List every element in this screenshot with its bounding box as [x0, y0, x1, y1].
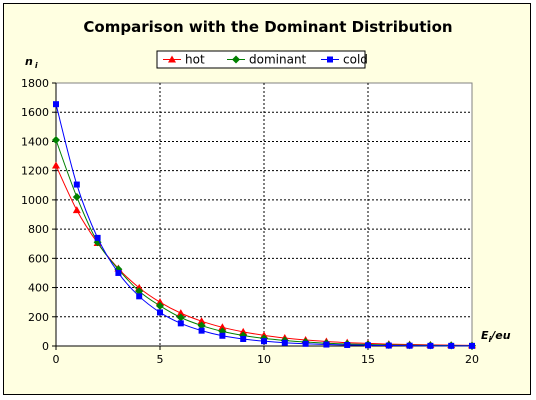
x-tick-label: 10: [257, 353, 271, 366]
y-tick-label: 0: [42, 340, 49, 353]
x-axis-label-sub: i: [489, 335, 492, 344]
data-point-dominant: [197, 321, 206, 330]
data-point-dominant: [52, 135, 60, 144]
x-tick-label: 20: [465, 353, 479, 366]
y-tick-label: 800: [28, 223, 49, 236]
data-point-cold: [157, 309, 163, 316]
data-point-cold: [344, 341, 351, 348]
y-axis-label-sub: i: [35, 61, 38, 70]
data-point-cold: [94, 234, 101, 241]
x-tick-label: 5: [157, 353, 164, 366]
data-point-cold: [136, 293, 143, 300]
y-tick-label: 1400: [21, 135, 49, 148]
data-point-cold: [281, 339, 288, 346]
data-point-dominant: [176, 313, 185, 322]
data-point-dominant: [72, 192, 81, 201]
data-point-hot: [197, 317, 206, 325]
data-point-hot: [218, 323, 227, 331]
data-point-cold: [385, 342, 392, 349]
data-point-cold: [427, 342, 434, 349]
data-point-cold: [115, 269, 122, 276]
plot-area: [55, 82, 473, 347]
series-cold: [53, 101, 475, 349]
data-point-cold: [219, 332, 226, 339]
chart-title: Comparison with the Dominant Distributio…: [83, 18, 452, 36]
x-tick-label: 15: [361, 353, 375, 366]
y-tick-label: 600: [28, 252, 49, 265]
data-point-cold: [53, 101, 59, 108]
legend-label-cold: cold: [343, 53, 368, 67]
data-point-cold: [261, 338, 267, 345]
legend: hot dominant cold: [156, 50, 368, 69]
data-point-hot: [156, 298, 164, 306]
data-point-cold: [240, 335, 247, 342]
x-axis-label: Ei/eu: [481, 329, 511, 344]
data-point-hot: [239, 327, 248, 335]
legend-box: [156, 50, 366, 69]
y-tick-label: 400: [28, 282, 49, 295]
data-point-cold: [448, 342, 455, 349]
data-point-cold: [177, 320, 184, 327]
chart-svg: Comparison with the Dominant Distributio…: [21, 18, 511, 366]
data-point-dominant: [156, 301, 164, 310]
data-point-cold: [198, 327, 205, 334]
y-tick-label: 1000: [21, 194, 49, 207]
data-point-cold: [469, 342, 475, 349]
x-axis-label-suffix: /eu: [489, 329, 510, 342]
x-axis-label-main: E: [481, 329, 489, 342]
data-point-cold: [73, 181, 80, 188]
data-point-dominant: [135, 287, 144, 296]
y-axis-label-main: n: [25, 55, 33, 68]
data-point-cold: [302, 340, 309, 347]
legend-marker-dominant: [232, 55, 240, 64]
chart-frame: Comparison with the Dominant Distributio…: [3, 3, 531, 395]
data-point-hot: [176, 309, 185, 317]
legend-marker-hot: [168, 55, 176, 63]
data-point-cold: [406, 342, 413, 349]
legend-marker-cold: [327, 56, 333, 63]
legend-label-dominant: dominant: [249, 53, 307, 67]
y-tick-label: 1800: [21, 77, 49, 90]
data-point-cold: [365, 342, 371, 349]
data-point-hot: [72, 206, 81, 214]
data-point-hot: [52, 161, 60, 169]
data-point-cold: [323, 341, 330, 348]
legend-label-hot: hot: [185, 53, 205, 67]
y-tick-label: 1600: [21, 106, 49, 119]
y-tick-label: 200: [28, 311, 49, 324]
x-tick-label: 0: [53, 353, 60, 366]
y-tick-label: 1200: [21, 165, 49, 178]
